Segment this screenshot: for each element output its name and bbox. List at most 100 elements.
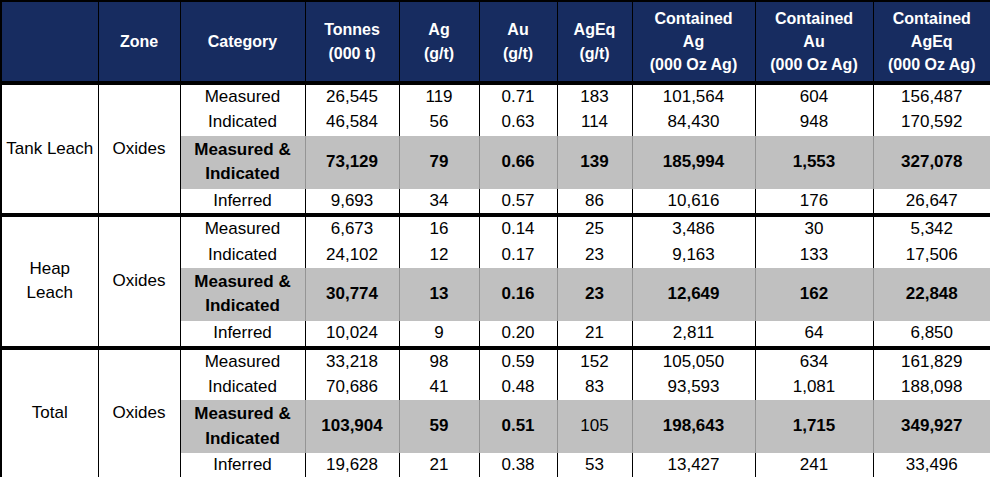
- value-cell-au-gpt: 0.17: [479, 242, 557, 268]
- value-cell-contained-ageq: 188,098: [873, 374, 990, 400]
- value-cell-contained-ageq: 22,848: [873, 268, 990, 321]
- zone-cell: Oxides: [98, 83, 180, 215]
- value-cell-ageq-gpt: 53: [557, 453, 632, 477]
- value-cell-contained-ag: 185,994: [632, 136, 755, 189]
- zone-cell: Oxides: [98, 348, 180, 477]
- value-cell-contained-au: 133: [755, 242, 873, 268]
- value-cell-contained-ag: 105,050: [632, 348, 755, 375]
- value-cell-ageq-gpt: 83: [557, 374, 632, 400]
- value-cell-au-gpt: 0.51: [479, 400, 557, 453]
- header-row: ZoneCategoryTonnes (000 t)Ag (g/t)Au (g/…: [1, 1, 990, 83]
- value-cell-tonnes: 70,686: [305, 374, 399, 400]
- value-cell-ag-gpt: 41: [399, 374, 479, 400]
- value-cell-tonnes: 73,129: [305, 136, 399, 189]
- value-cell-contained-ag: 84,430: [632, 110, 755, 136]
- value-cell-ageq-gpt: 21: [557, 321, 632, 348]
- table-header: ZoneCategoryTonnes (000 t)Ag (g/t)Au (g/…: [1, 1, 990, 83]
- header-cell-contained-au: Contained Au (000 Oz Ag): [755, 1, 873, 83]
- value-cell-ag-gpt: 56: [399, 110, 479, 136]
- value-cell-contained-ageq: 33,496: [873, 453, 990, 477]
- value-cell-contained-ag: 93,593: [632, 374, 755, 400]
- value-cell-contained-au: 634: [755, 348, 873, 375]
- value-cell-contained-ag: 198,643: [632, 400, 755, 453]
- table-row: TotalOxidesMeasured33,218980.59152105,05…: [1, 348, 990, 375]
- value-cell-contained-ag: 12,649: [632, 268, 755, 321]
- value-cell-ageq-gpt: 139: [557, 136, 632, 189]
- category-cell: Measured & Indicated: [180, 400, 305, 453]
- value-cell-contained-au: 30: [755, 215, 873, 242]
- value-cell-contained-ag: 3,486: [632, 215, 755, 242]
- value-cell-contained-ageq: 349,927: [873, 400, 990, 453]
- category-cell: Measured & Indicated: [180, 136, 305, 189]
- value-cell-ag-gpt: 59: [399, 400, 479, 453]
- value-cell-tonnes: 10,024: [305, 321, 399, 348]
- value-cell-au-gpt: 0.38: [479, 453, 557, 477]
- value-cell-ag-gpt: 34: [399, 189, 479, 216]
- value-cell-au-gpt: 0.48: [479, 374, 557, 400]
- value-cell-contained-au: 948: [755, 110, 873, 136]
- value-cell-ageq-gpt: 183: [557, 83, 632, 110]
- header-cell-ageq-gpt: AgEq (g/t): [557, 1, 632, 83]
- category-cell: Inferred: [180, 321, 305, 348]
- value-cell-tonnes: 6,673: [305, 215, 399, 242]
- group-name-cell: Tank Leach: [1, 83, 98, 215]
- category-cell: Indicated: [180, 242, 305, 268]
- resource-table: ZoneCategoryTonnes (000 t)Ag (g/t)Au (g/…: [0, 0, 990, 477]
- header-cell-tonnes: Tonnes (000 t): [305, 1, 399, 83]
- value-cell-tonnes: 103,904: [305, 400, 399, 453]
- zone-cell: Oxides: [98, 215, 180, 347]
- header-cell-ag-gpt: Ag (g/t): [399, 1, 479, 83]
- value-cell-tonnes: 33,218: [305, 348, 399, 375]
- value-cell-tonnes: 26,545: [305, 83, 399, 110]
- category-cell: Measured: [180, 215, 305, 242]
- header-cell-au-gpt: Au (g/t): [479, 1, 557, 83]
- value-cell-contained-au: 64: [755, 321, 873, 348]
- category-cell: Inferred: [180, 453, 305, 477]
- value-cell-tonnes: 30,774: [305, 268, 399, 321]
- value-cell-au-gpt: 0.59: [479, 348, 557, 375]
- header-cell-zone: Zone: [98, 1, 180, 83]
- value-cell-ag-gpt: 13: [399, 268, 479, 321]
- value-cell-contained-au: 176: [755, 189, 873, 216]
- value-cell-tonnes: 9,693: [305, 189, 399, 216]
- table-row: Heap LeachOxidesMeasured6,673160.14253,4…: [1, 215, 990, 242]
- value-cell-contained-ageq: 26,647: [873, 189, 990, 216]
- value-cell-contained-au: 1,081: [755, 374, 873, 400]
- value-cell-contained-ag: 10,616: [632, 189, 755, 216]
- value-cell-contained-ageq: 170,592: [873, 110, 990, 136]
- value-cell-contained-ageq: 5,342: [873, 215, 990, 242]
- value-cell-au-gpt: 0.71: [479, 83, 557, 110]
- header-cell-contained-ageq: Contained AgEq (000 Oz Ag): [873, 1, 990, 83]
- value-cell-ageq-gpt: 114: [557, 110, 632, 136]
- value-cell-ageq-gpt: 25: [557, 215, 632, 242]
- value-cell-contained-ag: 13,427: [632, 453, 755, 477]
- group-name-cell: Total: [1, 348, 98, 477]
- value-cell-au-gpt: 0.20: [479, 321, 557, 348]
- value-cell-contained-ageq: 6,850: [873, 321, 990, 348]
- value-cell-ag-gpt: 12: [399, 242, 479, 268]
- value-cell-tonnes: 46,584: [305, 110, 399, 136]
- value-cell-au-gpt: 0.57: [479, 189, 557, 216]
- value-cell-ag-gpt: 79: [399, 136, 479, 189]
- category-cell: Inferred: [180, 189, 305, 216]
- value-cell-tonnes: 19,628: [305, 453, 399, 477]
- value-cell-contained-au: 1,553: [755, 136, 873, 189]
- value-cell-ag-gpt: 119: [399, 83, 479, 110]
- category-cell: Measured: [180, 83, 305, 110]
- value-cell-ageq-gpt: 23: [557, 268, 632, 321]
- category-cell: Indicated: [180, 110, 305, 136]
- value-cell-contained-au: 241: [755, 453, 873, 477]
- value-cell-ageq-gpt: 23: [557, 242, 632, 268]
- value-cell-contained-ageq: 161,829: [873, 348, 990, 375]
- value-cell-ageq-gpt: 152: [557, 348, 632, 375]
- value-cell-ageq-gpt: 86: [557, 189, 632, 216]
- value-cell-contained-ageq: 17,506: [873, 242, 990, 268]
- value-cell-contained-ag: 9,163: [632, 242, 755, 268]
- value-cell-ageq-gpt: 105: [557, 400, 632, 453]
- value-cell-contained-ageq: 156,487: [873, 83, 990, 110]
- value-cell-au-gpt: 0.16: [479, 268, 557, 321]
- table-screenshot-frame: ZoneCategoryTonnes (000 t)Ag (g/t)Au (g/…: [0, 0, 990, 477]
- value-cell-contained-ag: 2,811: [632, 321, 755, 348]
- category-cell: Indicated: [180, 374, 305, 400]
- value-cell-contained-au: 604: [755, 83, 873, 110]
